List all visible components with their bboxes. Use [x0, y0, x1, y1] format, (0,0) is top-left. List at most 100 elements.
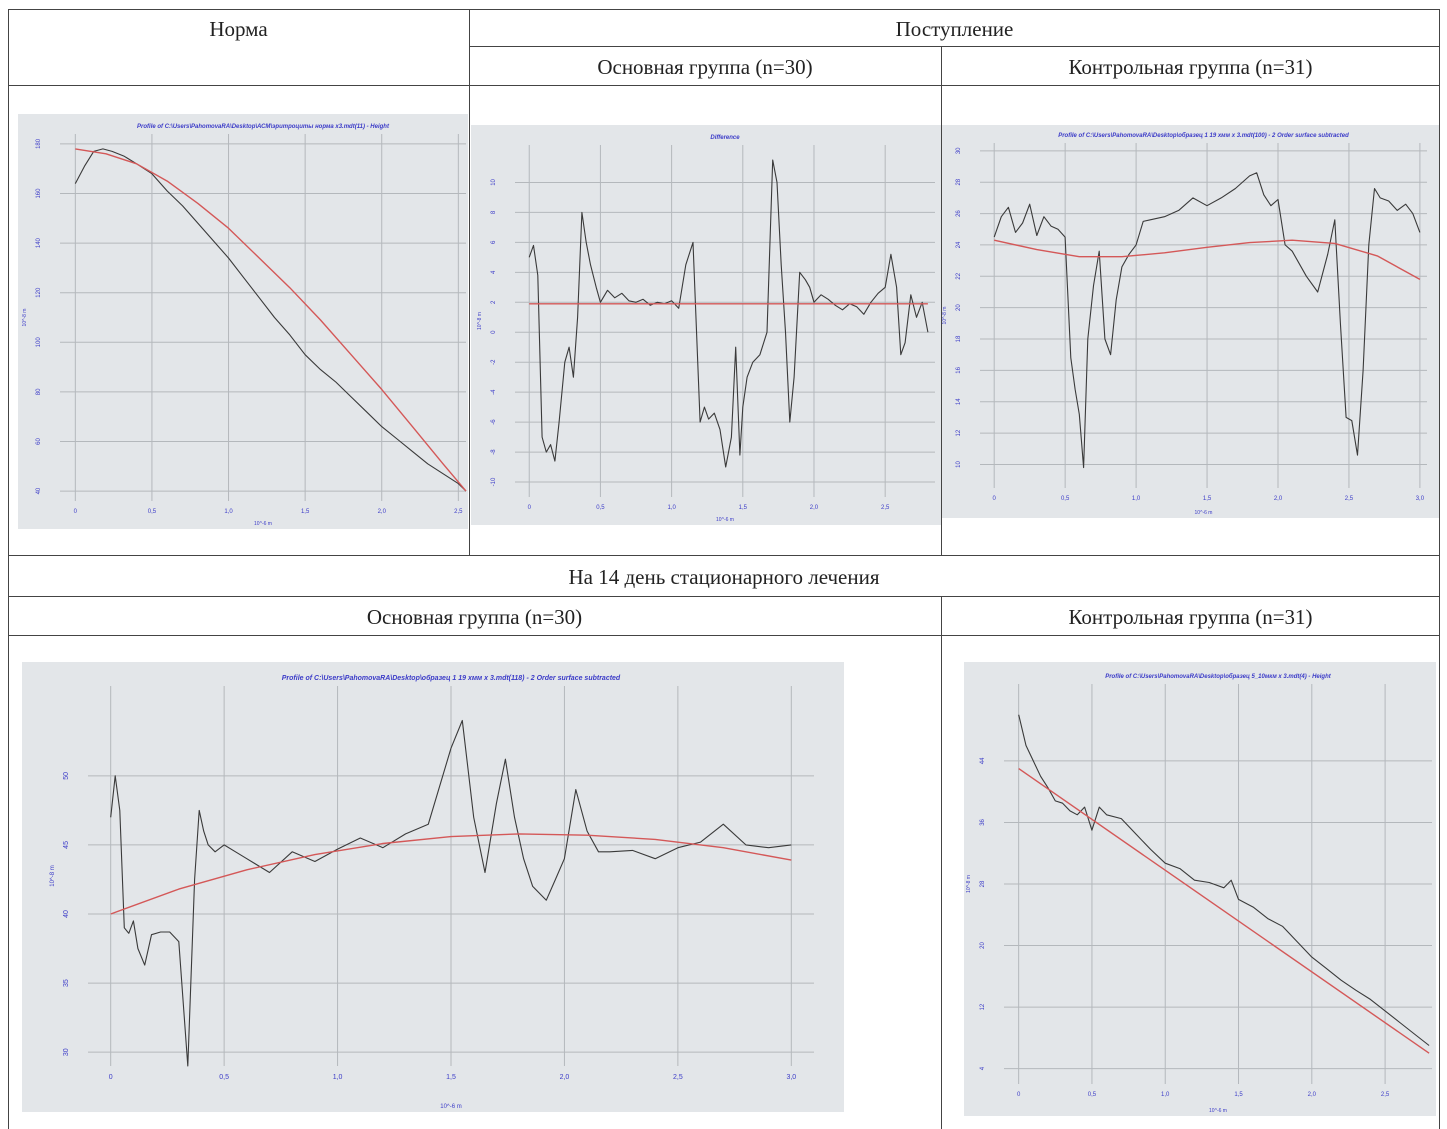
chart-svg: Profile of C:\Users\PahomovaRA\Desktop\о… — [942, 125, 1439, 518]
y-tick-label: 10 — [956, 460, 962, 467]
y-tick-label: -10 — [491, 477, 497, 486]
table-col-sep-groups — [941, 46, 942, 555]
y-tick-label: 24 — [956, 241, 962, 248]
x-tick-label: 0 — [1017, 1092, 1021, 1098]
profile-curve — [528, 159, 929, 468]
chart-title: Profile of C:\Users\PahomovaRA\Desktop\о… — [1105, 673, 1332, 680]
chart-day14-main-profile: Profile of C:\Users\PahomovaRA\Desktop\о… — [22, 662, 844, 1112]
y-tick-label: -6 — [491, 419, 497, 425]
x-axis-label: 10^-6 m — [440, 1104, 462, 1110]
x-tick-label: 0 — [993, 496, 997, 502]
x-tick-label: 2,0 — [560, 1074, 570, 1081]
x-tick-label: 3,0 — [1416, 496, 1425, 502]
chart-admission-main-difference: Difference 0 0,5 1,0 1,5 2,0 2,5 -10 -8 -6 -4 -2 0 2 4… — [471, 125, 941, 525]
y-tick-label: 60 — [36, 437, 42, 444]
x-tick-label: 2,0 — [810, 505, 819, 511]
x-tick-label: 2,5 — [1381, 1092, 1390, 1098]
chart-title: Profile of C:\Users\PahomovaRA\Desktop\о… — [1058, 132, 1349, 139]
y-tick-label: 10 — [491, 178, 497, 185]
y-tick-label: 50 — [63, 772, 70, 780]
y-tick-label: 45 — [63, 841, 70, 849]
x-axis-label: 10^-6 m — [254, 521, 272, 527]
y-axis-label: 10^-8 m — [966, 875, 972, 893]
chart-title: Profile of C:\Users\PahomovaRA\Desktop\А… — [137, 124, 390, 130]
chart-svg: Profile of C:\Users\PahomovaRA\Desktop\о… — [964, 662, 1436, 1116]
y-tick-label: 100 — [36, 337, 42, 348]
table-rule-row1-bottom — [8, 555, 1440, 556]
x-tick-label: 2,0 — [1308, 1092, 1317, 1098]
y-tick-label: 36 — [980, 818, 986, 825]
y-tick-label: 140 — [36, 237, 42, 248]
y-tick-label: 2 — [491, 300, 497, 304]
y-tick-label: -8 — [491, 449, 497, 455]
y-tick-label: 18 — [956, 335, 962, 342]
x-tick-label: 2,5 — [673, 1074, 683, 1081]
y-tick-label: 8 — [491, 210, 497, 214]
y-tick-label: 12 — [956, 429, 962, 436]
y-axis-label: 10^-8 m — [50, 865, 56, 887]
table-col-sep-day14 — [941, 596, 942, 1129]
fit-curve — [75, 148, 467, 492]
x-tick-label: 1,5 — [301, 509, 310, 515]
chart-day14-control-profile: Profile of C:\Users\PahomovaRA\Desktop\о… — [964, 662, 1436, 1116]
chart-svg: Difference 0 0,5 1,0 1,5 2,0 2,5 -10 -8 -6 -4 -2 0 2 4… — [471, 125, 941, 525]
chart-title: Difference — [710, 135, 740, 141]
profile-curve — [1018, 714, 1430, 1046]
x-tick-label: 0,5 — [596, 505, 605, 511]
x-axis-label: 10^-6 m — [716, 517, 734, 523]
y-tick-label: 35 — [63, 979, 70, 987]
y-axis-label: 10^-8 m — [477, 312, 483, 330]
header-norm: Норма — [209, 17, 268, 41]
header-admission: Поступление — [895, 17, 1014, 41]
y-tick-label: -4 — [491, 389, 497, 395]
x-tick-label: 0 — [528, 505, 532, 511]
y-tick-label: 4 — [491, 270, 497, 274]
y-tick-label: 4 — [980, 1066, 986, 1070]
x-tick-label: 0,5 — [148, 509, 157, 515]
x-tick-label: 0,5 — [1088, 1092, 1097, 1098]
table-rule-header-bottom — [8, 85, 1440, 86]
x-tick-label: 0 — [109, 1074, 113, 1081]
x-tick-label: 2,5 — [454, 509, 463, 515]
header-admission-main-group: Основная группа (n=30) — [597, 55, 813, 79]
fit-curve — [110, 833, 792, 915]
profile-curve — [110, 719, 792, 1067]
y-tick-label: 20 — [980, 942, 986, 949]
x-tick-label: 0,5 — [219, 1074, 229, 1081]
y-tick-label: 160 — [36, 188, 42, 199]
x-tick-label: 2,5 — [1345, 496, 1354, 502]
x-tick-label: 1,5 — [1234, 1092, 1243, 1098]
chart-svg: Profile of C:\Users\PahomovaRA\Desktop\А… — [18, 114, 468, 529]
x-tick-label: 1,0 — [224, 509, 233, 515]
fit-curve — [994, 239, 1421, 281]
y-tick-label: 6 — [491, 240, 497, 244]
y-tick-label: 40 — [63, 910, 70, 918]
y-tick-label: 14 — [956, 398, 962, 405]
x-tick-label: 3,0 — [786, 1074, 796, 1081]
chart-background — [18, 114, 468, 529]
x-tick-label: 1,0 — [1161, 1092, 1170, 1098]
y-tick-label: 30 — [956, 147, 962, 154]
profile-curve — [74, 148, 467, 492]
y-tick-label: 44 — [980, 757, 986, 764]
table-border-top — [8, 9, 1440, 10]
y-tick-label: 16 — [956, 366, 962, 373]
x-tick-label: 2,0 — [378, 509, 387, 515]
chart-background — [22, 662, 844, 1112]
y-tick-label: 28 — [980, 880, 986, 887]
y-tick-label: 120 — [36, 287, 42, 298]
x-tick-label: 1,0 — [667, 505, 676, 511]
header-day14-main-group: Основная группа (n=30) — [366, 605, 583, 629]
chart-background — [471, 125, 941, 525]
y-axis-label: 10^-8 m — [22, 309, 28, 327]
chart-title: Profile of C:\Users\PahomovaRA\Desktop\о… — [282, 674, 621, 682]
y-tick-label: 0 — [491, 330, 497, 334]
table-rule-day14 — [8, 596, 1440, 597]
x-tick-label: 1,0 — [1132, 496, 1141, 502]
y-tick-label: 40 — [36, 487, 42, 494]
y-tick-label: 22 — [956, 272, 962, 279]
table-border-right — [1439, 9, 1440, 1129]
chart-admission-control-profile: Profile of C:\Users\PahomovaRA\Desktop\о… — [942, 125, 1439, 518]
chart-background — [964, 662, 1436, 1116]
header-day14: На 14 день стационарного лечения — [568, 565, 880, 589]
